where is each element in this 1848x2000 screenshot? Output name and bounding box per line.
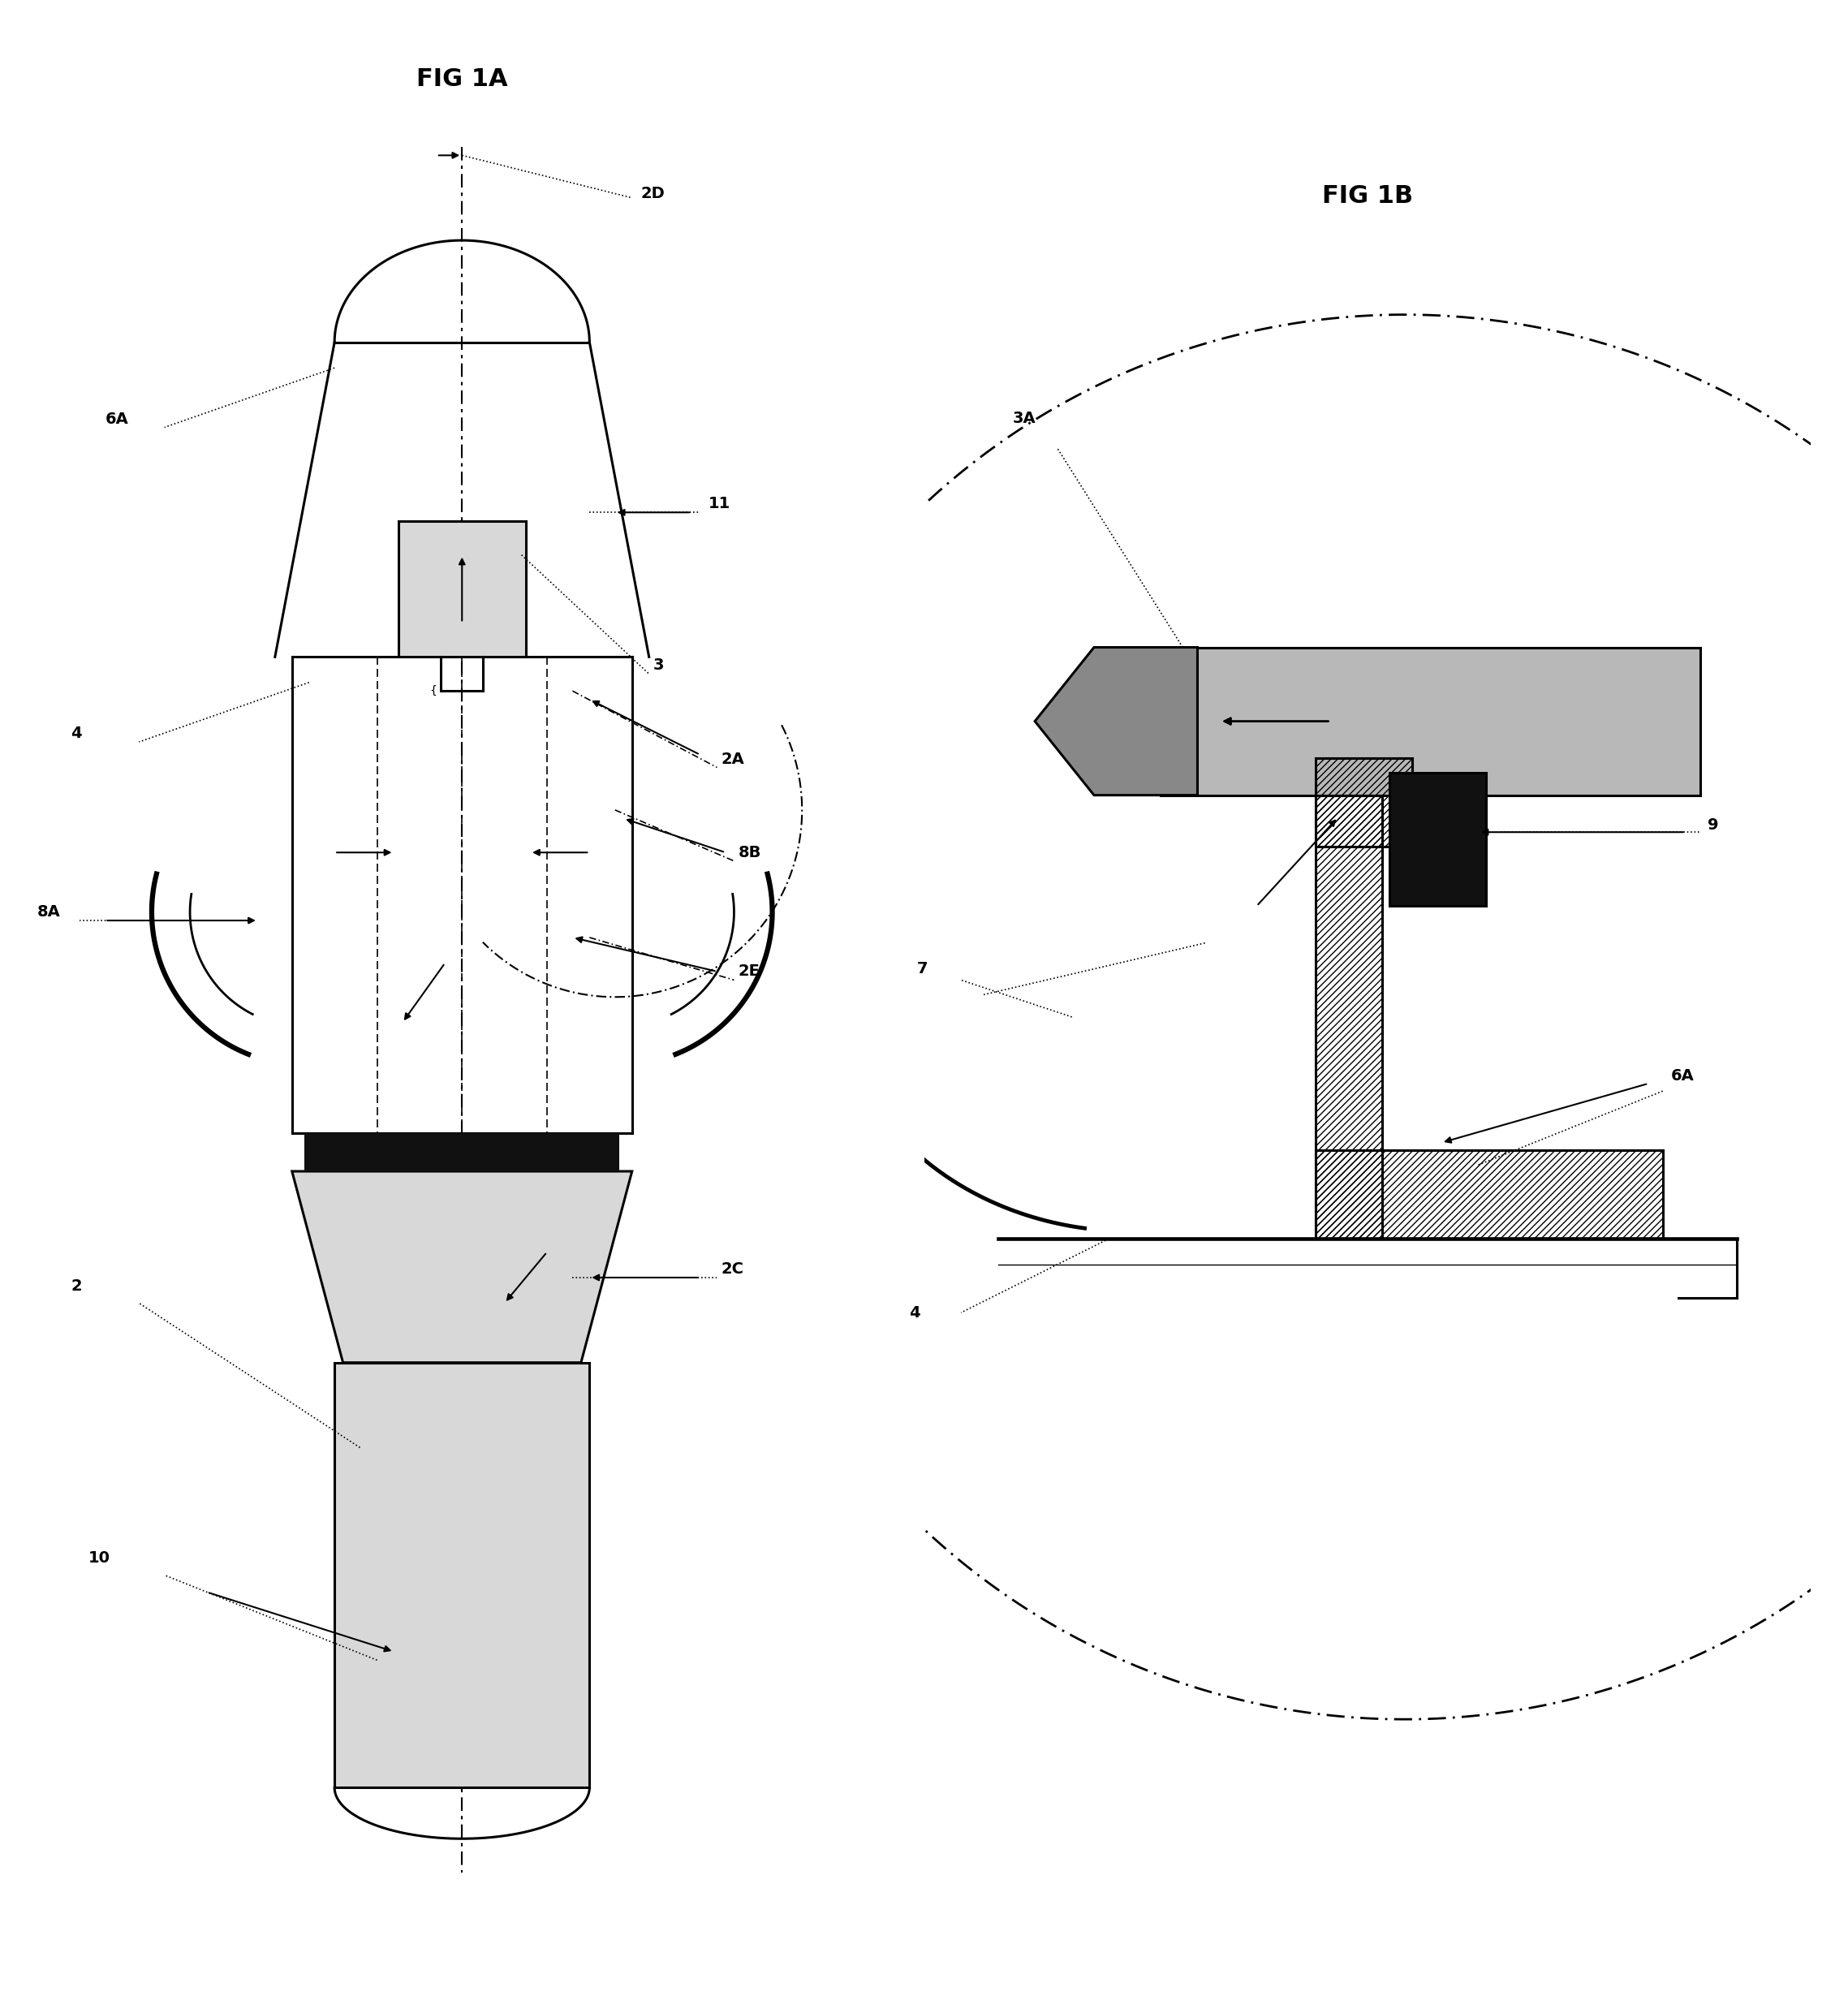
Text: {: { bbox=[429, 686, 436, 696]
Polygon shape bbox=[292, 1172, 632, 1362]
Text: 8B: 8B bbox=[739, 844, 761, 860]
Text: 8A: 8A bbox=[37, 904, 61, 920]
Text: 4: 4 bbox=[70, 726, 81, 742]
Bar bbox=[1316, 796, 1382, 1238]
Text: 6A: 6A bbox=[1671, 1068, 1695, 1084]
Bar bbox=[1390, 772, 1486, 906]
Text: 2E: 2E bbox=[739, 964, 760, 980]
Text: 7: 7 bbox=[917, 962, 928, 976]
Text: 2A: 2A bbox=[721, 752, 745, 766]
Text: 6A: 6A bbox=[105, 412, 128, 426]
Text: 2: 2 bbox=[70, 1278, 81, 1294]
Bar bbox=[1316, 758, 1412, 846]
Bar bbox=[399, 520, 527, 656]
Bar bbox=[334, 1362, 590, 1788]
Text: 2D: 2D bbox=[641, 186, 665, 202]
Text: 3: 3 bbox=[654, 658, 663, 674]
Text: FIG 1B: FIG 1B bbox=[1321, 184, 1414, 208]
Text: 3A: 3A bbox=[1013, 410, 1037, 426]
Bar bbox=[1161, 648, 1700, 796]
Text: FIG 1A: FIG 1A bbox=[416, 68, 508, 90]
Text: 10: 10 bbox=[89, 1550, 109, 1566]
Text: 11: 11 bbox=[708, 496, 730, 512]
Text: 4: 4 bbox=[909, 1304, 920, 1320]
Text: 2C: 2C bbox=[721, 1262, 745, 1276]
Bar bbox=[1316, 1150, 1663, 1238]
Text: 9: 9 bbox=[1708, 818, 1719, 832]
Bar bbox=[305, 1134, 619, 1172]
Polygon shape bbox=[1035, 648, 1198, 796]
